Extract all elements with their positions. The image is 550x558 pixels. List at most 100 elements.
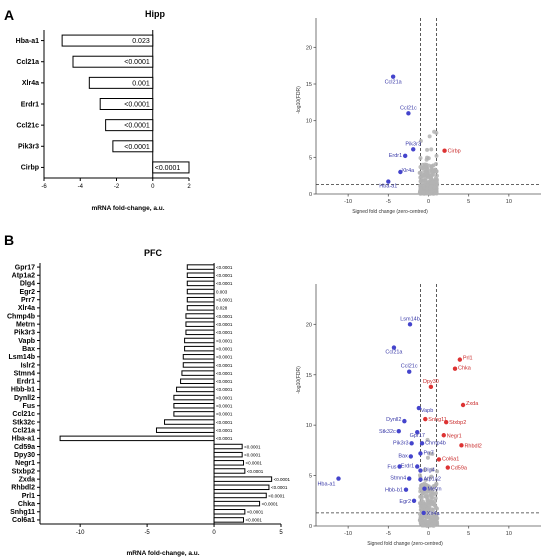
background-point bbox=[425, 186, 430, 191]
point-ccl21a bbox=[391, 345, 397, 350]
point-label-zxda: Zxda bbox=[466, 401, 479, 407]
point-chmp4b bbox=[419, 441, 425, 446]
category-label-ccl21c: Ccl21c bbox=[16, 122, 39, 129]
point-label-hbb-b1: Hbb-b1 bbox=[385, 488, 403, 494]
pvalue-label-fus: <0.0001 bbox=[216, 404, 233, 409]
pvalue-label-negr1: <0.0001 bbox=[246, 461, 263, 466]
panel-letter-a: A bbox=[4, 7, 14, 23]
y-tick-label: 15 bbox=[306, 373, 312, 379]
background-point bbox=[425, 155, 430, 160]
panel-letter-b: B bbox=[4, 232, 14, 248]
pfc-chart-title: PFC bbox=[144, 248, 163, 258]
pvalue-label-pik3r3: <0.0001 bbox=[124, 144, 150, 151]
category-label-fus: Fus bbox=[23, 403, 36, 410]
point-label-pik3r3: Pik3r3 bbox=[405, 141, 421, 147]
category-label-chka: Chka bbox=[18, 501, 35, 508]
pfc-volcano-y-label: -log10(FDR) bbox=[296, 366, 302, 394]
pvalue-label-islr2: <0.0001 bbox=[216, 363, 233, 368]
background-point bbox=[434, 153, 439, 158]
background-point bbox=[429, 474, 434, 479]
point-xlr4a bbox=[421, 510, 426, 516]
point-gpr17 bbox=[415, 430, 420, 435]
pvalue-label-xlr4a: 0.001 bbox=[132, 80, 150, 87]
background-point bbox=[427, 174, 432, 179]
background-point bbox=[418, 155, 423, 160]
point-lsm14b bbox=[407, 322, 413, 327]
point-stmn4 bbox=[407, 476, 412, 481]
point-label-metrn: Metrn bbox=[427, 487, 441, 493]
bar-islr2 bbox=[182, 362, 215, 368]
x-tick-label: -5 bbox=[144, 530, 150, 536]
point-erdr1 bbox=[402, 153, 408, 159]
x-tick-label: -10 bbox=[344, 531, 352, 537]
y-tick-label: 0 bbox=[309, 524, 312, 530]
background-point bbox=[434, 173, 439, 178]
point-label-hba-a1: Hba-a1 bbox=[379, 184, 397, 190]
background-point bbox=[423, 518, 428, 523]
category-label-ccl21c: Ccl21c bbox=[12, 411, 35, 418]
background-point bbox=[425, 183, 430, 188]
point-label-gpr17: Gpr17 bbox=[410, 433, 425, 439]
pvalue-label-stxbp2: <0.0001 bbox=[247, 469, 264, 474]
category-label-xlr4a: Xlr4a bbox=[22, 80, 39, 87]
background-point bbox=[432, 483, 437, 488]
pvalue-label-xlr4a: 0.028 bbox=[216, 306, 228, 311]
background-point bbox=[425, 507, 430, 512]
background-point bbox=[428, 492, 433, 497]
point-label-bax: Bax bbox=[398, 453, 408, 459]
point-stxbp2 bbox=[443, 419, 449, 425]
x-tick-label: 0 bbox=[151, 184, 155, 190]
background-point bbox=[423, 494, 428, 499]
pvalue-label-erdr1: <0.0001 bbox=[216, 379, 233, 384]
category-label-pik3r3: Pik3r3 bbox=[18, 144, 39, 151]
pvalue-label-ccl21c: <0.0001 bbox=[124, 123, 150, 130]
point-label-cd59a: Cd59a bbox=[451, 466, 468, 472]
category-label-snhg11: Snhg11 bbox=[10, 509, 35, 516]
background-point bbox=[428, 518, 433, 523]
point-ccl21c bbox=[407, 369, 412, 374]
hipp-bar-chart: Hipp mRNA fold-change, a.u. -6 -4 -2 0 2 Hba-… bbox=[16, 9, 192, 212]
category-label-gpr17: Gpr17 bbox=[15, 264, 35, 271]
background-point bbox=[418, 139, 423, 144]
point-label-lsm14b: Lsm14b bbox=[400, 316, 420, 322]
background-point bbox=[430, 495, 435, 500]
bar-fus bbox=[173, 402, 215, 409]
background-point bbox=[419, 507, 424, 512]
x-tick-label: -5 bbox=[386, 531, 391, 537]
background-point bbox=[435, 469, 440, 474]
category-label-erdr1: Erdr1 bbox=[21, 101, 39, 108]
pvalue-label-rhbdl2: <0.0001 bbox=[271, 485, 288, 490]
category-label-cd59a: Cd59a bbox=[14, 444, 35, 451]
point-label-prl1: Prl1 bbox=[463, 356, 473, 362]
background-point bbox=[423, 477, 428, 482]
pvalue-label-prr7: <0.0001 bbox=[216, 298, 233, 303]
hipp-volcano-y-label: -log10(FDR) bbox=[296, 86, 302, 114]
point-vapb bbox=[416, 405, 422, 411]
x-tick-label: -5 bbox=[386, 199, 391, 205]
pfc-x-axis-label: mRNA fold-change, a.u. bbox=[126, 550, 199, 557]
point-cd59a bbox=[445, 465, 450, 470]
point-erdr1 bbox=[415, 464, 420, 469]
point-hba-a1 bbox=[386, 179, 391, 184]
pvalue-label-dpy30: <0.0001 bbox=[244, 452, 261, 457]
pvalue-label-ccl21a: <0.0001 bbox=[124, 59, 150, 66]
background-point bbox=[421, 523, 426, 528]
y-tick-label: 20 bbox=[306, 322, 312, 328]
background-point bbox=[433, 505, 438, 510]
bar-ccl21a bbox=[72, 55, 154, 68]
background-point bbox=[424, 491, 429, 496]
pvalue-label-ccl21a: <0.0001 bbox=[216, 428, 233, 433]
background-point bbox=[434, 161, 439, 166]
pvalue-label-egr2: 0.003 bbox=[216, 289, 228, 294]
background-point bbox=[419, 487, 424, 492]
pvalue-label-hbb-b1: <0.0001 bbox=[216, 387, 233, 392]
bar-cd59a bbox=[213, 443, 243, 450]
bar-chmp4b bbox=[185, 313, 215, 319]
bar-hbb-b1 bbox=[176, 386, 215, 393]
background-point bbox=[433, 190, 438, 195]
category-label-prl1: Prl1 bbox=[22, 493, 35, 500]
category-label-prr7: Prr7 bbox=[21, 297, 35, 304]
point-label-erdr1: Erdr1 bbox=[389, 153, 402, 159]
point-egr2 bbox=[411, 498, 417, 503]
point-rhbdl2 bbox=[459, 443, 464, 448]
